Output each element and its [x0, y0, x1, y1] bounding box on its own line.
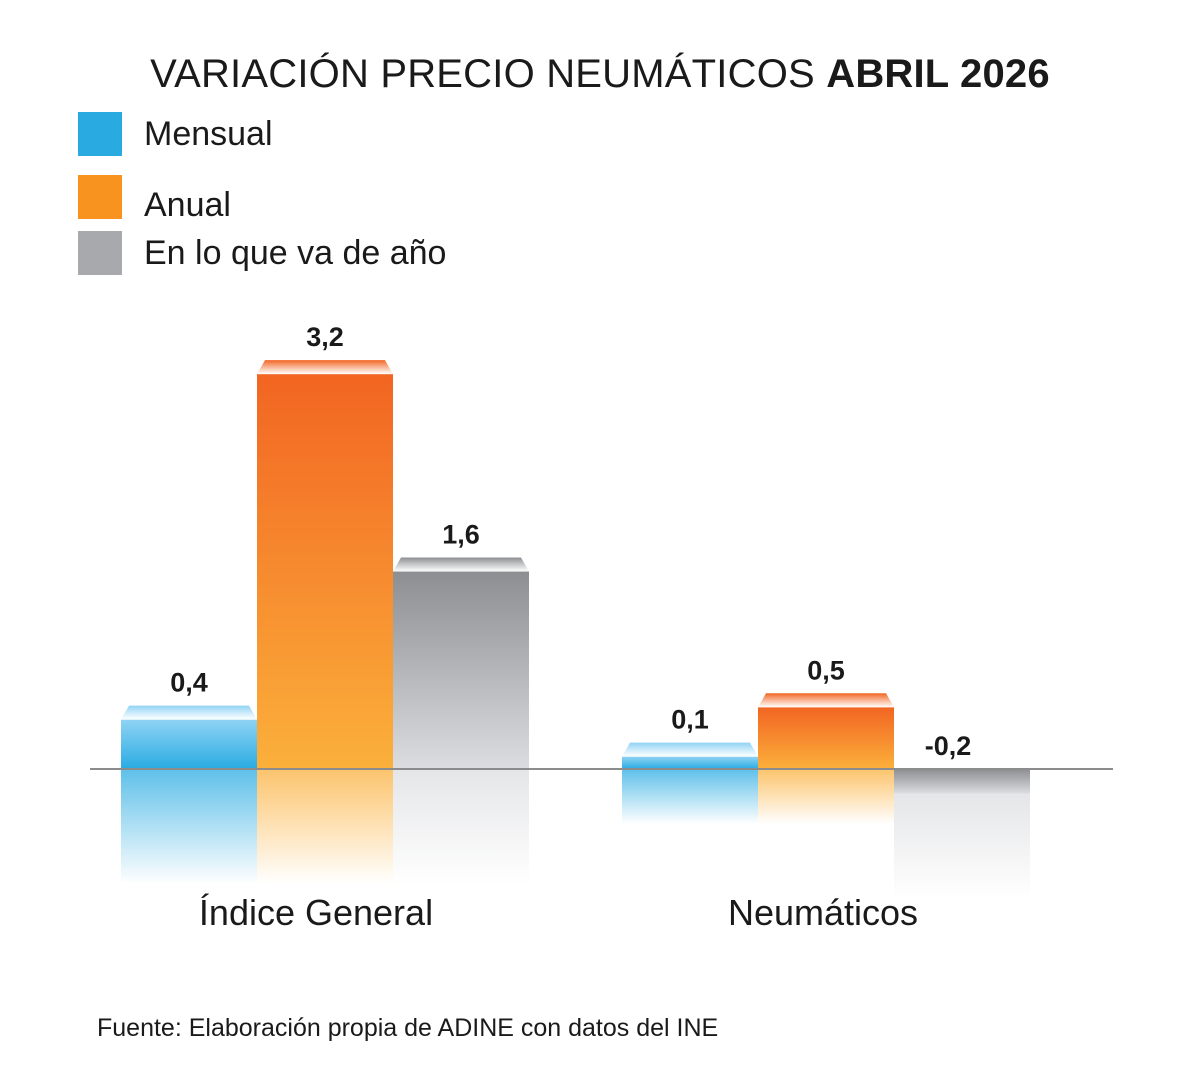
bar-acumulado-1-fade — [894, 793, 1030, 899]
chart-title-main: VARIACIÓN PRECIO NEUMÁTICOS — [150, 52, 815, 96]
data-label-anual-1: 0,5 — [807, 655, 845, 685]
bar-reflection-mensual-1 — [622, 769, 758, 824]
bar-anual-1-top — [758, 693, 894, 708]
bar-acumulado-1 — [894, 769, 1030, 794]
data-label-acumulado-1: -0,2 — [925, 731, 972, 761]
legend-item-mensual: Mensual — [78, 112, 578, 156]
legend-label-mensual: Mensual — [144, 115, 273, 153]
bar-reflection-anual-0 — [257, 769, 393, 884]
bar-anual-0 — [257, 374, 393, 769]
bar-mensual-1 — [622, 756, 758, 769]
bar-mensual-1-top — [622, 742, 758, 757]
data-label-acumulado-0: 1,6 — [442, 520, 480, 550]
legend-label-acumulado: En lo que va de año — [144, 234, 447, 272]
bar-acumulado-0 — [393, 571, 529, 769]
source-note: Fuente: Elaboración propia de ADINE con … — [97, 1014, 719, 1042]
legend-swatch-acumulado — [78, 231, 122, 275]
legend-swatch-mensual — [78, 112, 122, 156]
bar-anual-1 — [758, 707, 894, 769]
legend-label-anual: Anual — [144, 186, 231, 224]
category-label-1: Neumáticos — [728, 892, 918, 933]
legend-item-acumulado: En lo que va de año — [78, 231, 578, 275]
bar-acumulado-0-top — [393, 557, 529, 572]
bar-reflection-acumulado-0 — [393, 769, 529, 884]
data-label-mensual-1: 0,1 — [671, 705, 709, 735]
bar-anual-0-top — [257, 360, 393, 375]
data-label-mensual-0: 0,4 — [170, 668, 208, 698]
chart-title: VARIACIÓN PRECIO NEUMÁTICOS ABRIL 2026 — [0, 52, 1200, 97]
legend-item-anual: Anual — [78, 175, 578, 224]
chart-title-period: ABRIL 2026 — [826, 52, 1050, 96]
bar-mensual-0 — [121, 719, 257, 769]
category-label-0: Índice General — [199, 892, 433, 933]
data-label-anual-0: 3,2 — [306, 322, 344, 352]
bar-reflection-mensual-0 — [121, 769, 257, 884]
bar-mensual-0-top — [121, 705, 257, 720]
legend-swatch-anual — [78, 175, 122, 219]
bar-reflection-anual-1 — [758, 769, 894, 824]
